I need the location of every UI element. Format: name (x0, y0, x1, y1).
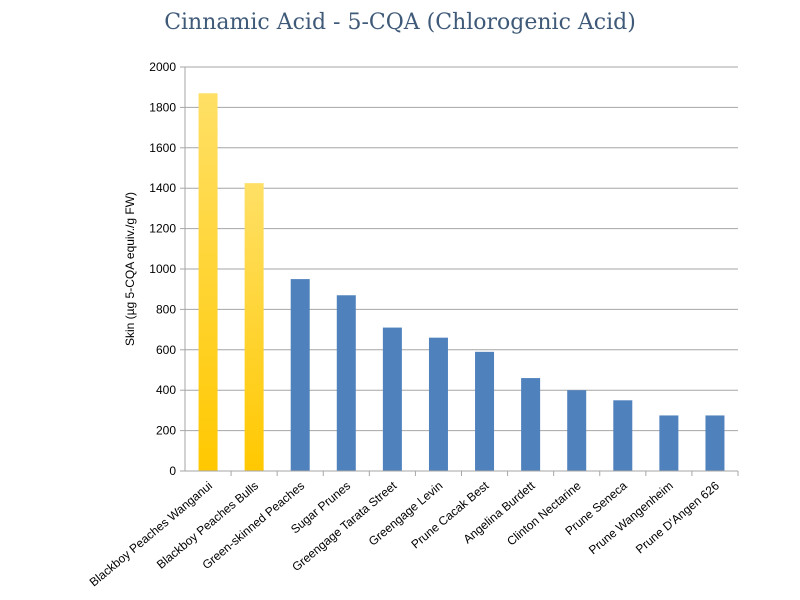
y-tick-label: 0 (169, 464, 176, 478)
bar (613, 400, 633, 471)
bars (198, 93, 725, 471)
y-tick-label: 1800 (149, 100, 176, 114)
x-tick-label: Prune Cacak Best (408, 478, 492, 551)
y-tick-label: 1400 (149, 181, 176, 195)
gridlines (185, 66, 738, 432)
y-axis-ticks: 0 200 400 600 800 1000 1200 1400 1600 1800 2000 (149, 60, 185, 478)
y-tick-label: 400 (156, 383, 176, 397)
y-axis-label: Skin (µg 5-CQA equiv./g FW) (123, 192, 137, 346)
y-tick-label: 1600 (149, 141, 176, 155)
bar (336, 295, 356, 471)
y-tick-label: 800 (156, 302, 176, 316)
bar (475, 351, 495, 471)
y-tick-label: 1000 (149, 262, 176, 276)
x-tick-label: Prune Wangenheim (586, 479, 676, 558)
bar (244, 183, 264, 471)
bar (382, 327, 402, 471)
y-tick-label: 2000 (149, 60, 176, 74)
bar (521, 378, 541, 471)
bar (290, 279, 310, 471)
y-tick-label: 200 (156, 424, 176, 438)
bar (705, 415, 725, 471)
bar (567, 390, 587, 471)
x-tick-label: Prune D'Angen 626 (633, 478, 722, 556)
y-tick-label: 1200 (149, 222, 176, 236)
bar (198, 93, 218, 471)
bar (428, 337, 448, 471)
bar (659, 415, 679, 471)
chart-title: Cinnamic Acid - 5-CQA (Chlorogenic Acid) (164, 10, 636, 35)
y-tick-label: 600 (156, 343, 176, 357)
